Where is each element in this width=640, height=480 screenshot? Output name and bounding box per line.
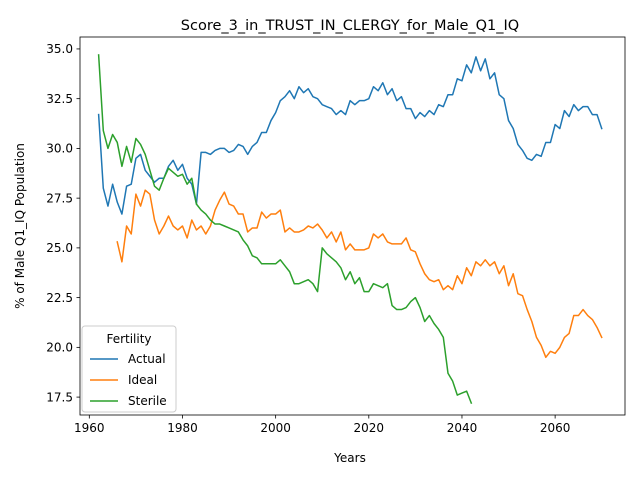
- legend-title: Fertility: [106, 332, 151, 346]
- legend-box: [81, 325, 177, 413]
- y-tick-label: 30.0: [46, 142, 73, 156]
- y-tick-label: 20.0: [46, 341, 73, 355]
- x-tick-label: 2000: [260, 421, 291, 435]
- series-line-actual: [97, 56, 603, 215]
- legend-label-actual: Actual: [128, 352, 166, 366]
- y-tick-label: 17.5: [46, 390, 73, 404]
- y-tick-label: 25.0: [46, 241, 73, 255]
- y-axis-label: % of Male Q1_IQ Population: [13, 143, 27, 309]
- axes-frame: [79, 36, 626, 416]
- plot-area: 1960 1980 2000 2020 2040 2060 17.5 20.0 22.5 25.0…: [46, 36, 626, 435]
- legend-label-ideal: Ideal: [128, 373, 157, 387]
- y-tick-label: 32.5: [46, 92, 73, 106]
- x-tick-label: 1960: [74, 421, 105, 435]
- y-tick-label: 35.0: [46, 42, 73, 56]
- x-tick-label: 1980: [167, 421, 198, 435]
- chart-title: Score_3_in_TRUST_IN_CLERGY_for_Male_Q1_I…: [181, 18, 519, 34]
- x-tick-label: 2060: [540, 421, 571, 435]
- legend: Fertility Actual Ideal Sterile: [81, 325, 177, 413]
- y-tick-label: 27.5: [46, 191, 73, 205]
- x-tick-label: 2040: [447, 421, 478, 435]
- legend-label-sterile: Sterile: [128, 394, 167, 408]
- series-line-sterile: [97, 54, 473, 405]
- x-axis-label: Years: [333, 451, 366, 465]
- x-tick-label: 2020: [354, 421, 385, 435]
- y-tick-label: 22.5: [46, 291, 73, 305]
- series-line-ideal: [116, 189, 603, 359]
